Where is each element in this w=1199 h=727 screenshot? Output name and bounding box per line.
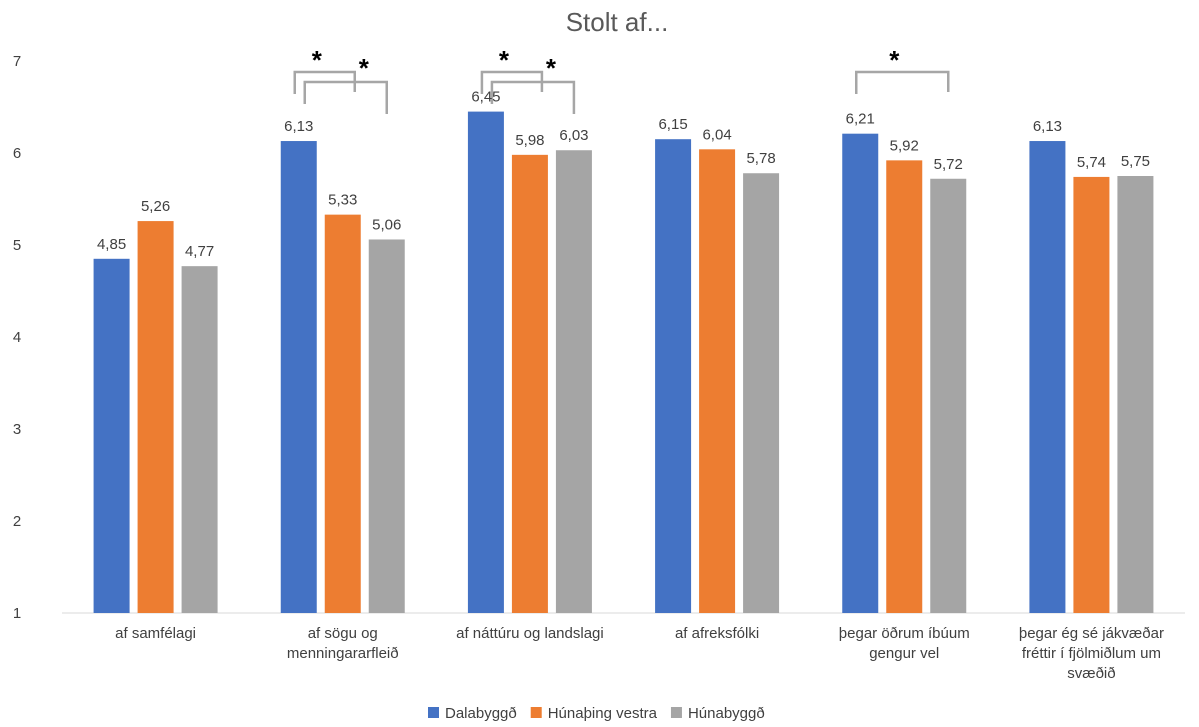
bar	[1073, 176, 1110, 614]
significance-bracket	[490, 80, 576, 114]
bar	[930, 178, 967, 613]
significance-asterisk: *	[889, 45, 900, 75]
y-tick-label: 6	[13, 145, 21, 162]
bar	[842, 133, 879, 613]
data-label: 6,13	[284, 118, 313, 135]
bars	[93, 111, 1154, 614]
data-label: 5,92	[890, 137, 919, 154]
data-label: 6,03	[559, 127, 588, 144]
significance-brackets: * * * * *	[293, 45, 950, 114]
bar	[181, 266, 218, 613]
data-label: 6,04	[702, 126, 731, 143]
category-label: þegar ég sé jákvæðar	[1019, 625, 1164, 642]
legend: Dalabyggð Húnaþing vestra Húnabyggð	[428, 705, 765, 722]
category-label: af samfélagi	[115, 625, 196, 642]
y-axis-ticks: 1 2 3 4 5 6 7	[13, 53, 21, 622]
data-label: 5,98	[515, 132, 544, 149]
y-tick-label: 2	[13, 513, 21, 530]
data-label: 5,74	[1077, 154, 1106, 171]
y-tick-label: 5	[13, 237, 21, 254]
category-label: svæðið	[1067, 665, 1115, 682]
bar	[1117, 176, 1154, 613]
category-label: þegar öðrum íbúum	[839, 625, 970, 642]
data-label: 6,15	[658, 116, 687, 133]
bar	[324, 214, 361, 613]
bar	[93, 258, 130, 613]
category-label: fréttir í fjölmiðlum um	[1022, 645, 1161, 662]
legend-label: Húnabyggð	[688, 705, 765, 722]
legend-label: Dalabyggð	[445, 705, 517, 722]
significance-asterisk: *	[359, 53, 370, 83]
data-label: 5,26	[141, 198, 170, 215]
bar	[280, 141, 317, 614]
category-label: menningararfleið	[287, 645, 399, 662]
category-label: gengur vel	[869, 645, 939, 662]
y-tick-label: 3	[13, 421, 21, 438]
category-labels: af samfélagi af sögu og menningararfleið af…	[115, 625, 1164, 682]
y-tick-label: 1	[13, 605, 21, 622]
category-label: af sögu og	[308, 625, 378, 642]
y-tick-label: 7	[13, 53, 21, 70]
data-label: 5,06	[372, 216, 401, 233]
bar	[467, 111, 504, 613]
significance-asterisk: *	[499, 45, 510, 75]
y-tick-label: 4	[13, 329, 21, 346]
significance-bracket	[303, 80, 388, 114]
bar	[655, 139, 692, 613]
data-label: 5,78	[746, 150, 775, 167]
legend-swatch	[530, 707, 542, 718]
category-label: af náttúru og landslagi	[456, 625, 604, 642]
legend-swatch	[670, 707, 682, 718]
category-label: af afreksfólki	[675, 625, 759, 642]
significance-asterisk: *	[312, 45, 323, 75]
bar	[137, 221, 174, 613]
bar	[511, 154, 548, 613]
bar	[886, 160, 923, 614]
significance-asterisk: *	[546, 53, 557, 83]
data-label: 4,77	[185, 243, 214, 260]
legend-swatch	[428, 707, 439, 718]
chart-title: Stolt af...	[566, 7, 669, 37]
bar	[699, 149, 736, 613]
data-label: 5,75	[1121, 153, 1150, 170]
data-label: 6,21	[846, 111, 875, 128]
bar	[1029, 141, 1066, 614]
data-label: 6,13	[1033, 118, 1062, 135]
data-label: 4,85	[97, 236, 126, 253]
legend-label: Húnaþing vestra	[548, 705, 658, 722]
bar	[555, 150, 592, 614]
data-label: 6,45	[471, 89, 500, 106]
significance-bracket	[855, 70, 950, 94]
bar	[743, 173, 780, 614]
bar	[368, 239, 405, 614]
data-label: 5,33	[328, 192, 357, 209]
data-labels: 4,85 6,13 6,45 6,15 6,21 6,13 5,26 5,33 5,98 6,04…	[97, 89, 1150, 261]
data-label: 5,72	[934, 156, 963, 173]
